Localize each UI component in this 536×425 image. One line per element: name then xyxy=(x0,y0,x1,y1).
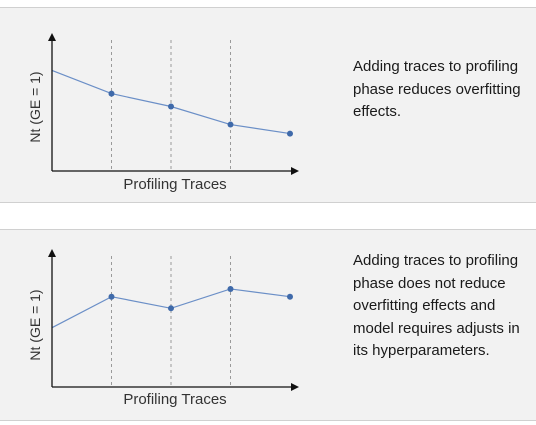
y-axis-label: Nt (GE = 1) xyxy=(27,289,43,360)
scenario-panel-requires-hyperparameter-tuning: Profiling Traces Nt (GE = 1) Adding trac… xyxy=(0,229,536,421)
y-axis-arrow-icon xyxy=(48,249,56,257)
data-points xyxy=(108,285,293,312)
x-axis-arrow-icon xyxy=(291,383,299,391)
data-point xyxy=(168,103,174,110)
x-axis-arrow-icon xyxy=(291,167,299,175)
data-point xyxy=(227,121,234,128)
y-axis-arrow-icon xyxy=(48,33,56,41)
y-axis-label: Nt (GE = 1) xyxy=(27,71,43,142)
data-point xyxy=(287,293,293,300)
data-points xyxy=(108,90,293,137)
line-chart: Profiling Traces Nt (GE = 1) xyxy=(27,249,299,408)
x-axis-label: Profiling Traces xyxy=(123,176,226,193)
line-chart: Profiling Traces Nt (GE = 1) xyxy=(27,33,299,193)
data-point xyxy=(108,293,115,300)
data-point xyxy=(168,305,174,312)
scenario-description: Adding traces to profiling phase does no… xyxy=(353,252,520,359)
gridlines xyxy=(111,256,231,387)
scenario-description: Adding traces to profiling phase reduces… xyxy=(353,58,521,120)
x-axis-label: Profiling Traces xyxy=(123,391,226,408)
data-point xyxy=(287,130,293,137)
gridlines xyxy=(111,40,231,171)
data-point xyxy=(108,90,115,97)
scenario-panel-reduces-overfitting: Profiling Traces Nt (GE = 1) Adding trac… xyxy=(0,7,536,203)
data-point xyxy=(227,285,234,292)
